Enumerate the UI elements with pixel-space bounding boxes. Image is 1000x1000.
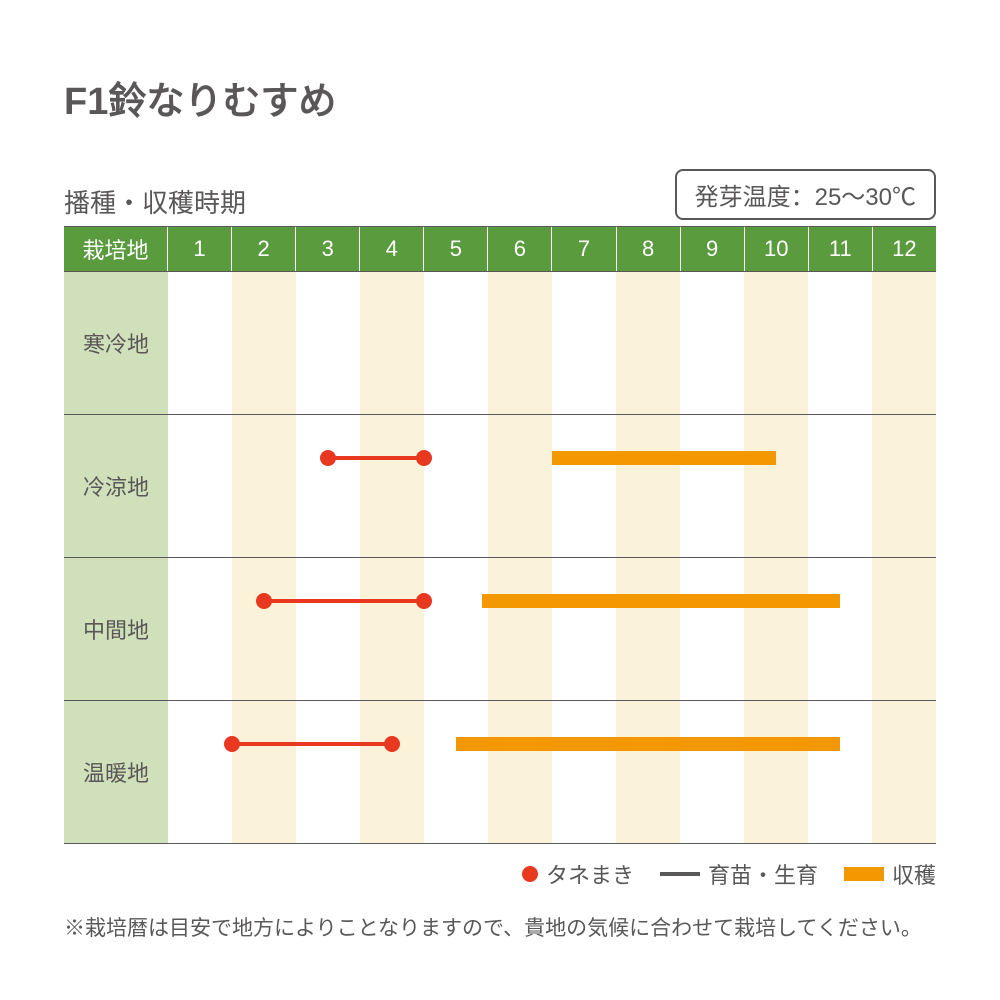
planting-calendar-chart: 栽培地 123456789101112 寒冷地冷涼地中間地温暖地	[64, 226, 936, 844]
month-header-cell: 4	[359, 227, 423, 271]
row-label: 寒冷地	[64, 272, 168, 414]
chart-body: 寒冷地冷涼地中間地温暖地	[64, 271, 936, 844]
month-stripes	[168, 415, 936, 557]
legend-seed-label: タネまき	[546, 858, 634, 890]
harvest-period-bar	[552, 451, 776, 465]
harvest-period-bar	[456, 737, 840, 751]
harvest-period-bar	[482, 594, 840, 608]
header-corner-label: 栽培地	[64, 227, 168, 271]
page-title: F1鈴なりむすめ	[64, 70, 936, 125]
chart-row: 冷涼地	[64, 414, 936, 557]
month-stripes	[168, 272, 936, 414]
legend-harvest: 収穫	[844, 858, 936, 890]
month-header-cell: 6	[487, 227, 551, 271]
seed-dot-icon	[522, 866, 538, 882]
row-label: 冷涼地	[64, 415, 168, 557]
month-header-cell: 10	[744, 227, 808, 271]
month-header-cell: 8	[616, 227, 680, 271]
legend-grow: 育苗・生育	[660, 858, 818, 890]
month-header-cell: 11	[808, 227, 872, 271]
month-header-cell: 1	[168, 227, 231, 271]
germination-temp-box: 発芽温度：25〜30℃	[675, 169, 936, 220]
month-header-cell: 12	[872, 227, 936, 271]
month-header-cell: 5	[423, 227, 487, 271]
row-plot	[168, 701, 936, 843]
month-stripes	[168, 558, 936, 700]
chart-row: 温暖地	[64, 700, 936, 844]
seed-period-bar	[264, 599, 424, 603]
legend: タネまき 育苗・生育 収穫	[64, 858, 936, 890]
section-subtitle: 播種・収穫時期	[64, 183, 246, 220]
grow-line-icon	[660, 872, 700, 876]
legend-seed: タネまき	[522, 858, 634, 890]
month-header: 123456789101112	[168, 227, 936, 271]
page: F1鈴なりむすめ 播種・収穫時期 発芽温度：25〜30℃ 栽培地 1234567…	[0, 0, 1000, 1000]
row-label: 温暖地	[64, 701, 168, 843]
harvest-bar-icon	[844, 867, 884, 881]
footnote: ※栽培暦は目安で地方によりことなりますので、貴地の気候に合わせて栽培してください…	[64, 912, 936, 942]
chart-header-row: 栽培地 123456789101112	[64, 227, 936, 271]
row-label: 中間地	[64, 558, 168, 700]
month-header-cell: 7	[551, 227, 615, 271]
month-header-cell: 3	[295, 227, 359, 271]
subheader-row: 播種・収穫時期 発芽温度：25〜30℃	[64, 169, 936, 220]
month-stripes	[168, 701, 936, 843]
seed-period-bar	[232, 742, 392, 746]
month-header-cell: 9	[680, 227, 744, 271]
row-plot	[168, 415, 936, 557]
seed-period-bar	[328, 456, 424, 460]
legend-harvest-label: 収穫	[892, 858, 936, 890]
month-header-cell: 2	[231, 227, 295, 271]
chart-row: 中間地	[64, 557, 936, 700]
row-plot	[168, 272, 936, 414]
row-plot	[168, 558, 936, 700]
legend-grow-label: 育苗・生育	[708, 858, 818, 890]
chart-row: 寒冷地	[64, 271, 936, 414]
